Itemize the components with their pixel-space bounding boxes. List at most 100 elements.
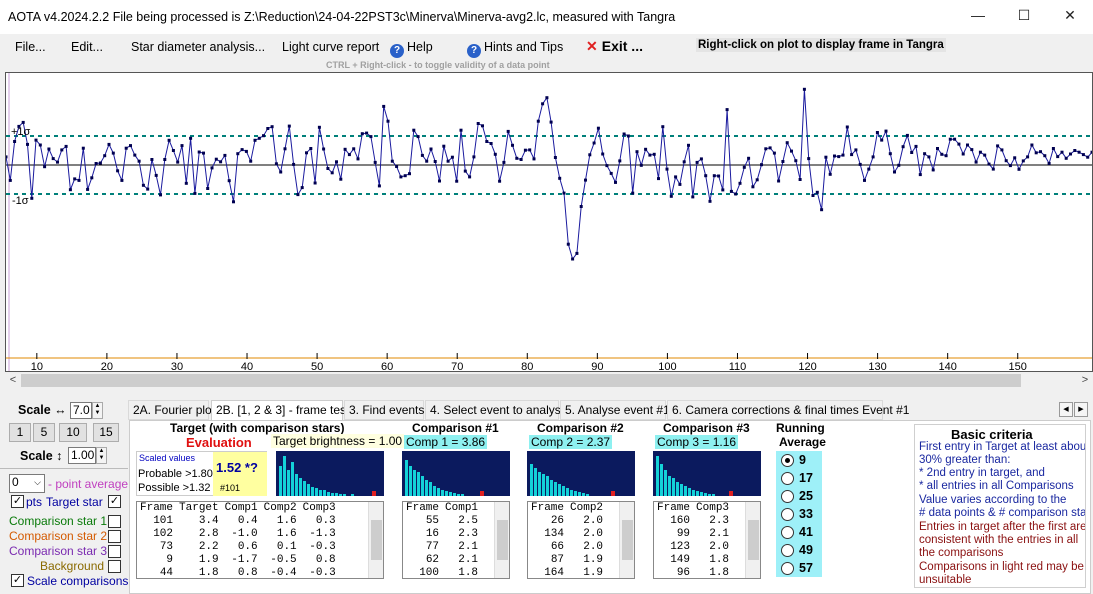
- data-point: [274, 162, 278, 166]
- scale-button-5[interactable]: 5: [33, 423, 55, 442]
- data-point: [536, 119, 540, 123]
- comparison-star-1-checkbox[interactable]: [108, 515, 121, 528]
- scroll-thumb[interactable]: [21, 374, 1021, 387]
- scale-vertical-spinner[interactable]: ▲ ▼: [96, 447, 107, 464]
- data-point: [347, 153, 351, 157]
- running-average-radio-25[interactable]: [781, 490, 794, 503]
- data-point: [584, 178, 587, 182]
- data-point: [588, 153, 592, 157]
- pts-checkbox[interactable]: ✓: [11, 495, 24, 508]
- data-point: [571, 257, 575, 261]
- comparison-table-scrollbar[interactable]: [619, 502, 634, 578]
- light-curve-svg[interactable]: 10 20 30 40 50 60 70 80 90 100 110 120 130 140 150 +1σ…: [6, 73, 1092, 371]
- scale-horizontal-input[interactable]: 7.0: [70, 402, 92, 419]
- running-average-radio-33[interactable]: [781, 508, 794, 521]
- table-cell: 123: [670, 541, 691, 553]
- data-point: [566, 242, 570, 246]
- data-point: [905, 133, 909, 137]
- plot-scrollbar[interactable]: < >: [5, 372, 1093, 389]
- data-point: [592, 141, 596, 145]
- close-window-button[interactable]: ✕: [1064, 7, 1076, 23]
- data-point: [352, 147, 356, 151]
- tab-find-events[interactable]: 3. Find events: [344, 400, 424, 420]
- column-header: Target: [179, 502, 219, 514]
- light-curve-plot[interactable]: 10 20 30 40 50 60 70 80 90 100 110 120 130 140 150 +1σ…: [5, 72, 1093, 372]
- data-point: [493, 152, 497, 156]
- table-row: 26 2.0: [528, 515, 606, 528]
- comparison-star-3-checkbox[interactable]: [108, 545, 121, 558]
- comparison-table-scrollbar[interactable]: [745, 502, 760, 578]
- tab-select-event[interactable]: 4. Select event to analyse: [425, 400, 567, 420]
- data-point: [124, 146, 128, 150]
- histogram-bar: [566, 488, 569, 496]
- x-tick-label: 150: [1009, 361, 1027, 371]
- menu-file[interactable]: File...: [15, 40, 46, 54]
- target-table-scrollbar[interactable]: [368, 502, 383, 578]
- histogram-bar: [319, 490, 322, 496]
- table-cell: 1.6: [276, 515, 297, 527]
- table-row: 134 2.0: [528, 528, 606, 541]
- scale-horizontal-spinner[interactable]: ▲ ▼: [92, 402, 103, 419]
- background-checkbox[interactable]: [108, 560, 121, 573]
- running-average-radio-9[interactable]: [781, 454, 794, 467]
- data-point: [704, 174, 708, 178]
- menu-star-diameter[interactable]: Star diameter analysis...: [131, 40, 266, 54]
- data-point: [133, 153, 137, 157]
- point-average-select[interactable]: 0 ⌵: [9, 474, 45, 493]
- data-point: [1086, 155, 1090, 159]
- table-cell: 101: [153, 515, 174, 527]
- table-cell: -1.7: [231, 554, 258, 566]
- data-point: [794, 159, 798, 163]
- data-point: [760, 163, 763, 167]
- data-point: [129, 144, 132, 148]
- maximize-button[interactable]: ☐: [1017, 7, 1031, 23]
- data-point: [292, 162, 296, 166]
- tab-fourier-plot[interactable]: 2A. Fourier plot: [128, 400, 215, 420]
- tab-scroll-left-icon[interactable]: ◀: [1059, 402, 1073, 417]
- data-point: [687, 143, 690, 147]
- table-cell: 3.4: [198, 515, 219, 527]
- tab-frame-test[interactable]: 2B. [1, 2 & 3] - frame test: [211, 400, 349, 421]
- scale-button-15[interactable]: 15: [93, 423, 119, 442]
- tab-analyse-event[interactable]: 5. Analyse event #1: [560, 400, 670, 420]
- table-cell: 55: [425, 515, 440, 527]
- scroll-right-arrow-icon[interactable]: >: [1081, 374, 1089, 386]
- scale-comparisons-checkbox[interactable]: ✓: [11, 574, 24, 587]
- menu-help[interactable]: ? Help: [390, 40, 433, 58]
- comparison-1-header: Comparison #1: [412, 421, 499, 435]
- histogram-bar: [311, 487, 314, 496]
- tab-scroll-right-icon[interactable]: ▶: [1074, 402, 1088, 417]
- menu-edit[interactable]: Edit...: [71, 40, 103, 54]
- data-point: [682, 160, 686, 164]
- table-row: 73 2.2 0.6 0.1 -0.3: [137, 541, 339, 554]
- minimize-button[interactable]: —: [971, 7, 985, 23]
- comparison-table-scrollbar[interactable]: [494, 502, 509, 578]
- table-cell: 87: [550, 554, 565, 566]
- tab-camera-corrections[interactable]: 6. Camera corrections & final times Even…: [667, 400, 909, 420]
- data-point: [699, 157, 703, 161]
- running-average-radio-17[interactable]: [781, 472, 794, 485]
- menu-exit[interactable]: ✕ Exit ...: [586, 38, 643, 55]
- criteria-line-2: 30% greater than:: [919, 454, 1011, 466]
- comparison-star-2-checkbox[interactable]: [108, 530, 121, 543]
- data-point: [442, 144, 446, 148]
- scroll-left-arrow-icon[interactable]: <: [9, 374, 17, 386]
- running-average-radio-41[interactable]: [781, 526, 794, 539]
- histogram-bar: [554, 482, 557, 496]
- data-point: [644, 147, 648, 151]
- data-point: [176, 160, 180, 164]
- menu-hints[interactable]: ? Hints and Tips: [467, 40, 563, 58]
- menu-light-curve-report[interactable]: Light curve report: [282, 40, 380, 54]
- data-point: [1026, 155, 1030, 159]
- histogram-bar: [343, 494, 346, 496]
- target-star-checkbox[interactable]: ✓: [108, 495, 121, 508]
- scale-vertical-input[interactable]: 1.00: [68, 447, 96, 464]
- histogram-bar: [712, 494, 715, 496]
- table-cell: 149: [670, 554, 691, 566]
- data-point: [661, 125, 665, 129]
- running-average-radio-49[interactable]: [781, 544, 794, 557]
- menu-bar: File... Edit... Star diameter analysis..…: [0, 34, 1093, 72]
- scale-button-1[interactable]: 1: [9, 423, 31, 442]
- scale-button-10[interactable]: 10: [59, 423, 87, 442]
- running-average-radio-57[interactable]: [781, 562, 794, 575]
